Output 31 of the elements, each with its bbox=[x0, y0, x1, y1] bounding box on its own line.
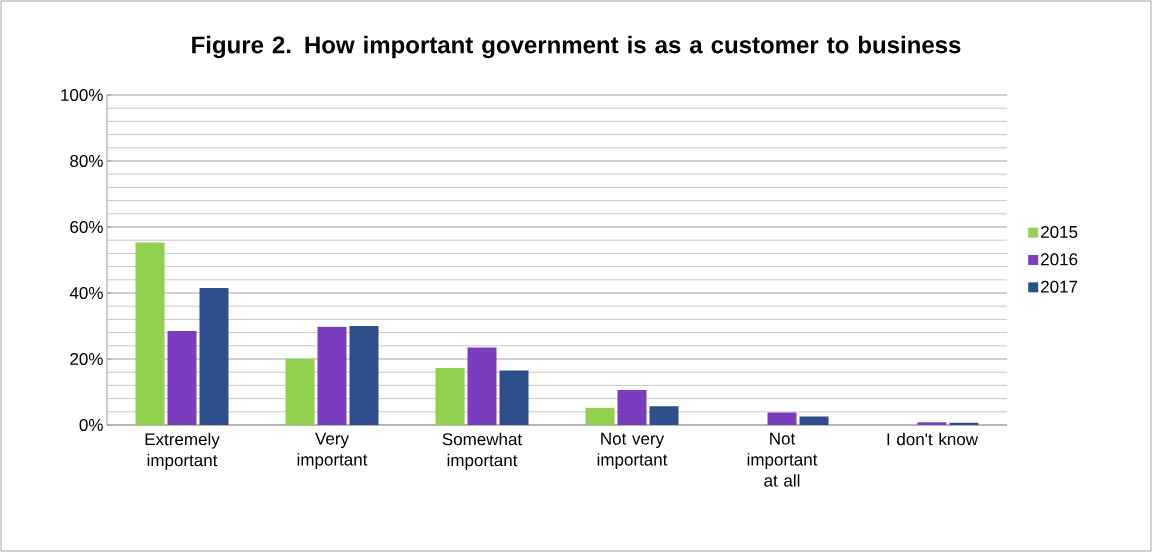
y-tick-label: 40% bbox=[69, 286, 103, 300]
y-tick-label: 100% bbox=[61, 88, 103, 102]
legend-label: 2015 bbox=[1041, 225, 1078, 238]
bar bbox=[285, 358, 315, 425]
x-tick-label: Extremely important bbox=[145, 432, 220, 470]
bar bbox=[317, 326, 347, 425]
x-tick-label: Somewhat important bbox=[442, 432, 523, 470]
y-tick-label: 60% bbox=[70, 220, 103, 234]
bar bbox=[767, 412, 797, 425]
x-tick-label: Not very important bbox=[597, 432, 668, 470]
y-tick-label: 80% bbox=[70, 154, 103, 168]
bar bbox=[467, 347, 497, 425]
bar bbox=[917, 422, 947, 425]
bar bbox=[617, 390, 647, 425]
bar bbox=[349, 326, 379, 425]
y-tick-label: 20% bbox=[70, 352, 103, 366]
bar bbox=[499, 370, 529, 425]
bar bbox=[435, 367, 465, 425]
legend-label: 2016 bbox=[1041, 253, 1078, 266]
x-tick-label: Very important bbox=[297, 432, 368, 470]
chart-title: Figure 2. How important government is as a customer to business bbox=[192, 35, 961, 59]
bar bbox=[135, 242, 165, 425]
bar bbox=[199, 288, 229, 425]
x-tick-label: I don't know bbox=[887, 432, 979, 446]
y-tick-label: 0% bbox=[79, 418, 103, 432]
bar bbox=[649, 406, 679, 425]
bar bbox=[167, 330, 197, 425]
x-tick-label: Not important at all bbox=[747, 432, 818, 487]
legend-label: 2017 bbox=[1041, 280, 1078, 293]
bar bbox=[585, 407, 615, 425]
bar bbox=[799, 416, 829, 425]
